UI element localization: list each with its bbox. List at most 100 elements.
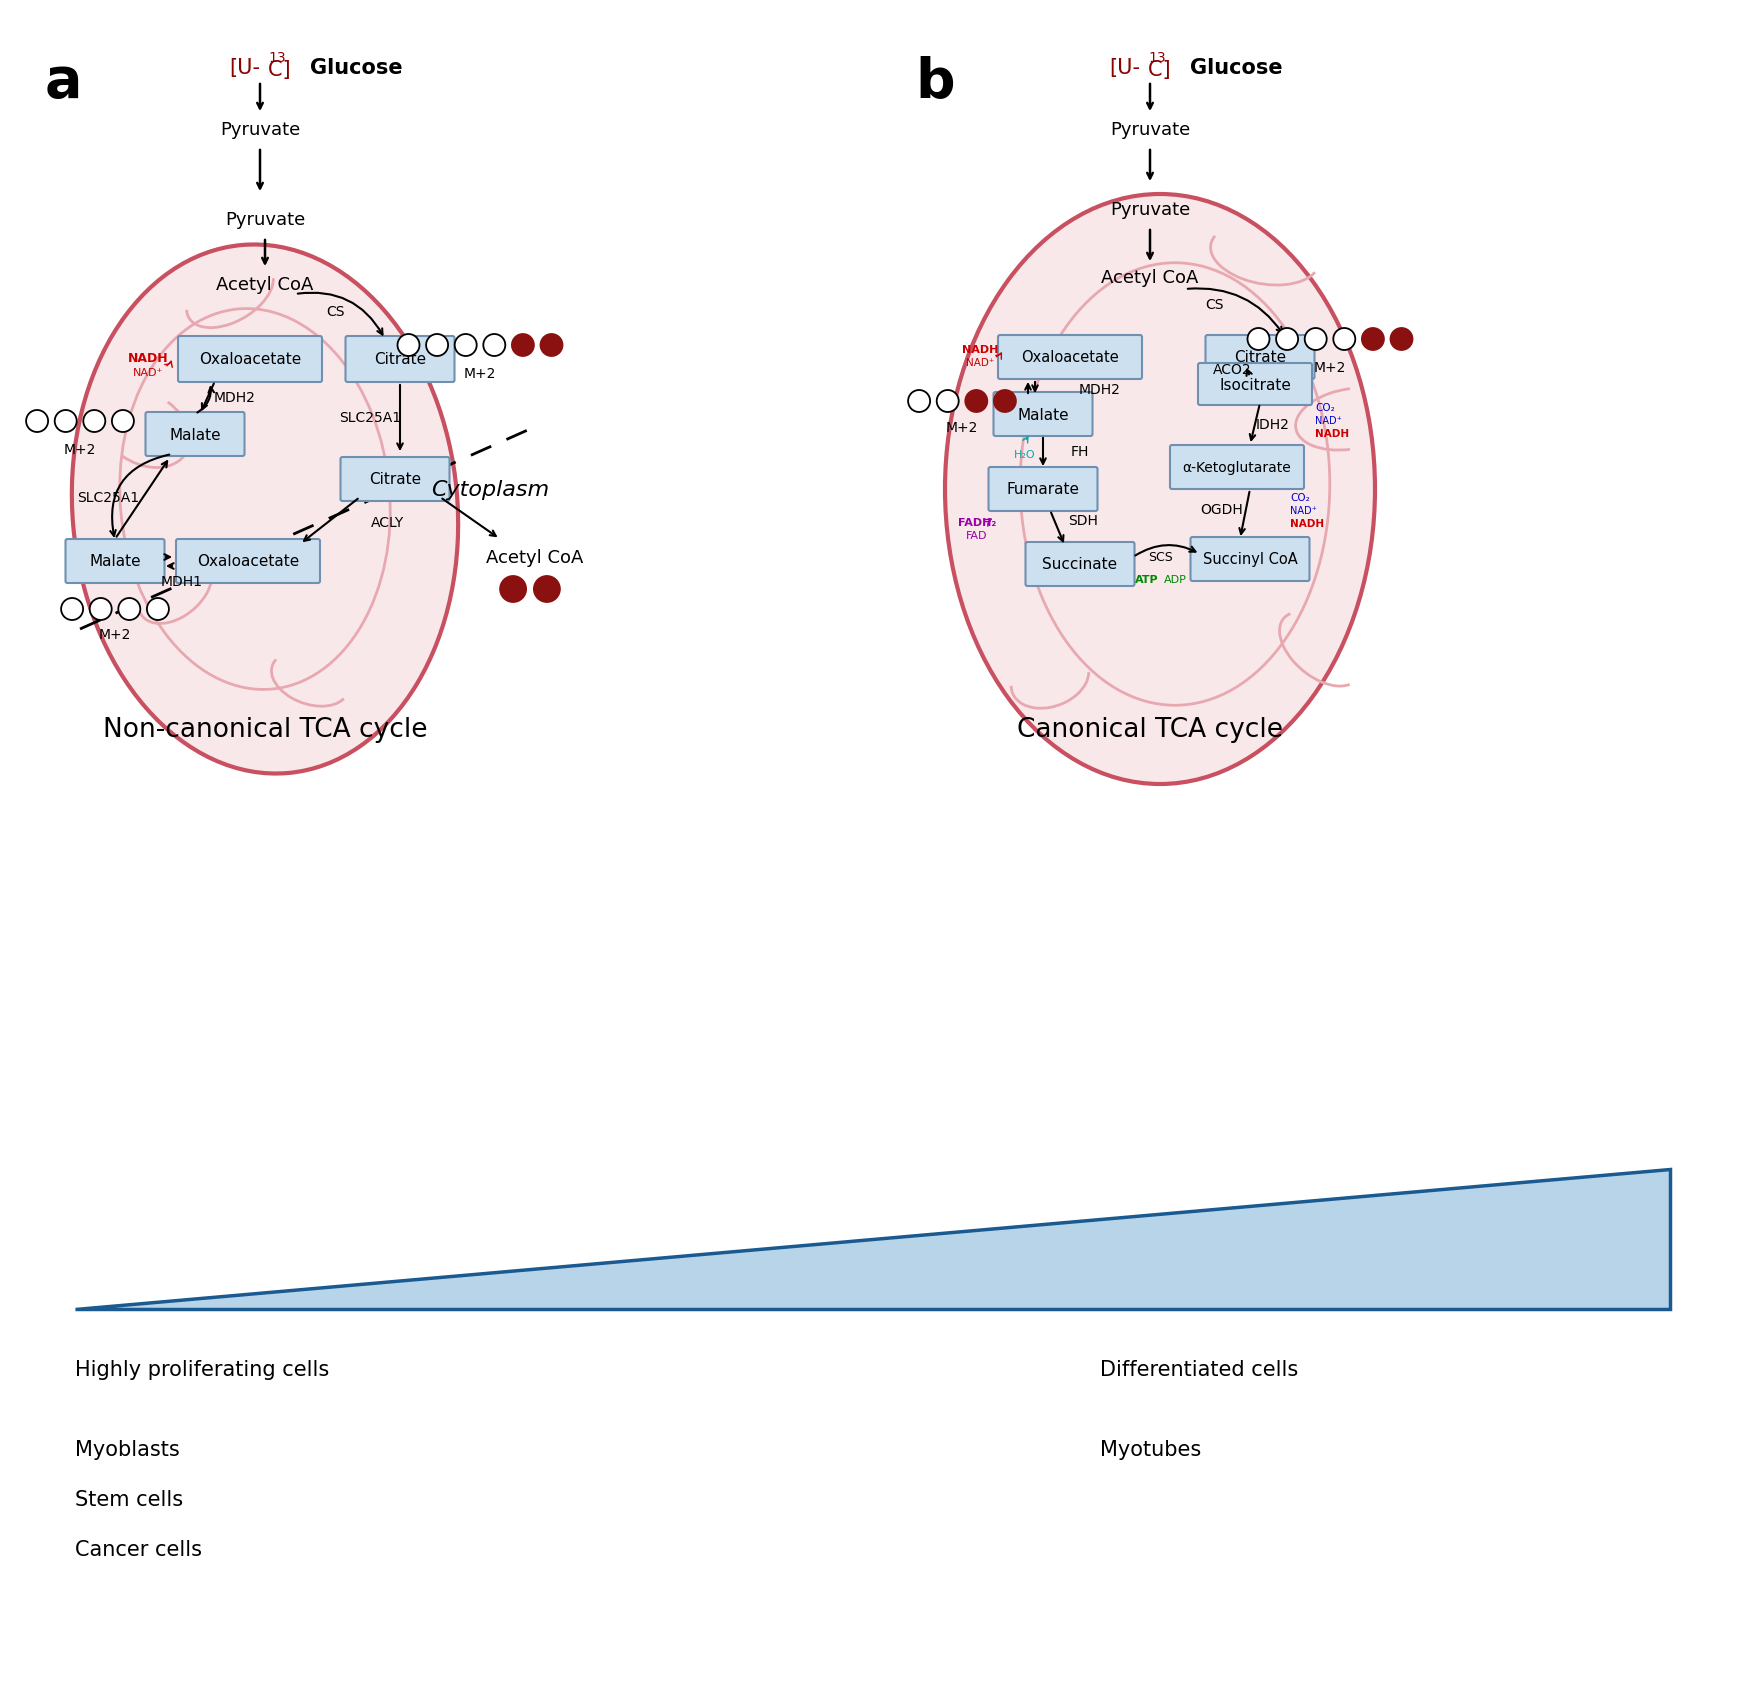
Circle shape [426,335,449,357]
Text: NAD⁺: NAD⁺ [965,358,995,367]
Circle shape [1304,329,1327,352]
Circle shape [541,335,562,357]
Text: [U-: [U- [1109,58,1141,79]
FancyBboxPatch shape [1170,446,1304,490]
Text: Malate: Malate [89,555,141,568]
Text: Acetyl CoA: Acetyl CoA [1101,268,1198,287]
Text: NADH: NADH [127,352,169,364]
Text: SLC25A1: SLC25A1 [77,490,139,505]
Text: Citrate: Citrate [1235,350,1287,365]
Text: Citrate: Citrate [374,352,426,367]
Circle shape [995,391,1016,413]
FancyBboxPatch shape [66,539,165,584]
Text: Cytoplasm: Cytoplasm [431,480,550,500]
FancyBboxPatch shape [341,457,449,502]
Circle shape [61,599,83,621]
Text: NADH: NADH [962,345,998,355]
Text: [U-: [U- [230,58,261,79]
Circle shape [90,599,111,621]
Circle shape [1334,329,1355,352]
Text: Pyruvate: Pyruvate [219,121,301,138]
Text: Pyruvate: Pyruvate [1109,201,1189,218]
Text: NAD⁺: NAD⁺ [1315,417,1343,425]
Text: b: b [915,55,955,109]
Text: M+2: M+2 [64,442,96,457]
Text: NADH: NADH [1315,428,1349,439]
Circle shape [54,411,77,434]
Text: Highly proliferating cells: Highly proliferating cells [75,1359,329,1379]
Text: C]: C] [1148,60,1177,80]
Text: Cancer cells: Cancer cells [75,1540,202,1558]
Text: CS: CS [1205,297,1224,312]
Text: NADH: NADH [1290,519,1323,529]
Circle shape [511,335,534,357]
Text: 13: 13 [268,51,285,65]
Text: Oxaloacetate: Oxaloacetate [198,352,301,367]
Text: SCS: SCS [1148,551,1172,565]
Text: Acetyl CoA: Acetyl CoA [216,277,313,294]
Text: 13: 13 [1148,51,1165,65]
FancyBboxPatch shape [993,393,1092,437]
Text: Malate: Malate [1017,408,1069,422]
Text: H₂O: H₂O [1014,449,1036,459]
FancyBboxPatch shape [1026,543,1134,587]
Text: M+2: M+2 [464,367,496,381]
Text: FAD: FAD [967,531,988,541]
Circle shape [1247,329,1269,352]
Circle shape [1276,329,1297,352]
FancyBboxPatch shape [1191,538,1309,582]
Text: Oxaloacetate: Oxaloacetate [1021,350,1118,365]
Text: ADP: ADP [1163,575,1186,586]
Text: Isocitrate: Isocitrate [1219,377,1290,393]
Text: Pyruvate: Pyruvate [1109,121,1189,138]
Text: Succinyl CoA: Succinyl CoA [1203,551,1297,567]
Ellipse shape [71,246,457,773]
Circle shape [26,411,49,434]
Text: NAD⁺: NAD⁺ [132,367,163,377]
Circle shape [908,391,930,413]
Text: SLC25A1: SLC25A1 [339,411,402,425]
FancyBboxPatch shape [998,336,1143,379]
Text: Myoblasts: Myoblasts [75,1439,179,1459]
Circle shape [483,335,506,357]
FancyBboxPatch shape [176,539,320,584]
Text: Glucose: Glucose [1189,58,1283,79]
FancyBboxPatch shape [1205,336,1315,379]
FancyBboxPatch shape [988,468,1097,512]
Circle shape [534,577,560,603]
FancyBboxPatch shape [1198,364,1311,406]
Circle shape [83,411,106,434]
Text: Citrate: Citrate [369,473,421,486]
Text: SDH: SDH [1068,514,1097,527]
Text: Oxaloacetate: Oxaloacetate [197,555,299,568]
Text: CO₂: CO₂ [1315,403,1336,413]
FancyBboxPatch shape [346,336,454,382]
Circle shape [1362,329,1384,352]
Text: Differentiated cells: Differentiated cells [1101,1359,1299,1379]
Ellipse shape [944,195,1376,785]
Text: Pyruvate: Pyruvate [224,212,304,229]
Text: NAD⁺: NAD⁺ [1290,505,1316,516]
Polygon shape [75,1169,1669,1309]
Text: Malate: Malate [169,427,221,442]
Text: Glucose: Glucose [310,58,403,79]
Text: Fumarate: Fumarate [1007,481,1080,497]
Text: Myotubes: Myotubes [1101,1439,1202,1459]
FancyBboxPatch shape [177,336,322,382]
Circle shape [501,577,527,603]
Text: CS: CS [325,306,344,319]
Text: ACO2: ACO2 [1212,364,1252,377]
Text: FADH₂: FADH₂ [958,517,996,527]
Circle shape [937,391,958,413]
Text: MDH2: MDH2 [214,391,256,405]
Circle shape [146,599,169,621]
Text: Non-canonical TCA cycle: Non-canonical TCA cycle [103,717,428,743]
Text: a: a [45,55,82,109]
Text: FH: FH [1071,446,1089,459]
FancyBboxPatch shape [146,413,245,457]
Text: α-Ketoglutarate: α-Ketoglutarate [1183,461,1292,475]
Circle shape [454,335,476,357]
Text: C]: C] [268,60,297,80]
Text: MDH1: MDH1 [162,575,203,589]
Text: IDH2: IDH2 [1256,418,1290,432]
